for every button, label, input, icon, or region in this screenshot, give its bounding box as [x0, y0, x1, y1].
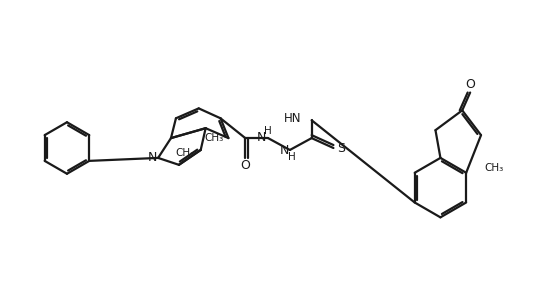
Text: N: N — [257, 131, 266, 144]
Text: CH₃: CH₃ — [205, 133, 224, 143]
Text: O: O — [240, 159, 250, 172]
Text: H: H — [264, 126, 272, 136]
Text: CH₃: CH₃ — [484, 163, 503, 173]
Text: S: S — [338, 141, 345, 155]
Text: CH₃: CH₃ — [175, 148, 194, 158]
Text: O: O — [465, 78, 475, 91]
Text: N: N — [279, 144, 289, 157]
Text: H: H — [288, 152, 296, 162]
Text: N: N — [148, 152, 157, 164]
Text: HN: HN — [284, 112, 302, 125]
